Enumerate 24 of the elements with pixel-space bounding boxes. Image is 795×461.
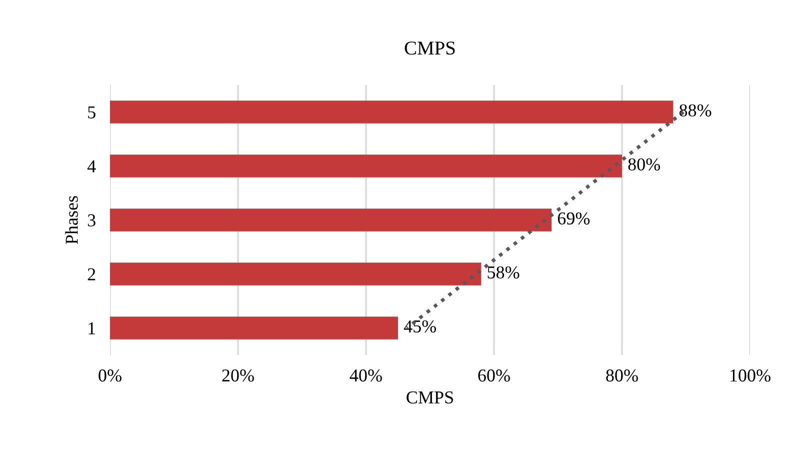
x-tick-label: 100% (730, 369, 770, 382)
data-label: 45% (404, 320, 436, 333)
y-tick-label: 3 (88, 214, 96, 226)
x-tick-label: 60% (478, 369, 510, 382)
y-tick-label: 4 (87, 160, 96, 172)
y-tick-label: 1 (88, 322, 96, 334)
data-label: 88% (679, 104, 712, 117)
bar (110, 262, 482, 286)
bar (110, 316, 398, 340)
chart-title: CMPS (404, 42, 455, 55)
y-tick-label: 2 (88, 268, 96, 280)
data-label: 58% (488, 266, 520, 279)
x-tick-label: 80% (606, 369, 638, 382)
bar (110, 154, 622, 178)
data-label: 69% (558, 212, 590, 225)
data-label: 80% (628, 158, 660, 171)
x-axis-title: CMPS (406, 391, 453, 404)
bar (110, 100, 674, 124)
y-tick-label: 5 (88, 106, 96, 118)
y-axis-title: Phases (65, 196, 78, 244)
x-tick-label: 20% (222, 369, 254, 382)
bar (110, 208, 552, 232)
x-tick-label: 0% (98, 369, 122, 382)
x-tick-label: 40% (350, 369, 382, 382)
